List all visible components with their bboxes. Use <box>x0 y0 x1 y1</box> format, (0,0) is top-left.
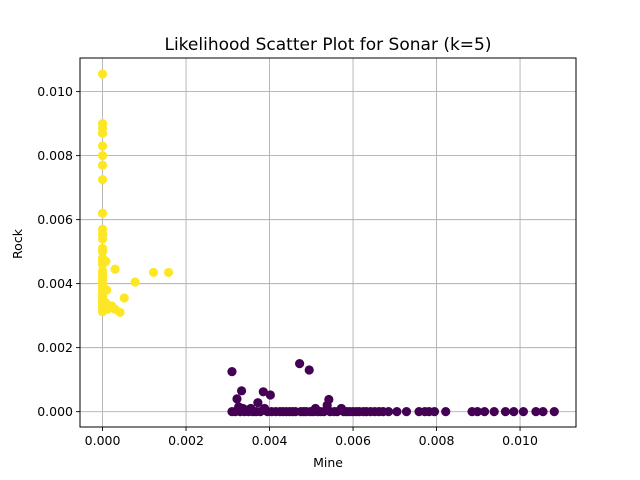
purple-point <box>392 407 402 417</box>
x-axis-label: Mine <box>313 455 343 470</box>
grid <box>80 58 576 427</box>
y-tick-label: 0.008 <box>37 148 73 163</box>
purple-point <box>479 407 490 417</box>
purple-point <box>472 407 483 417</box>
chart-title: Likelihood Scatter Plot for Sonar (k=5) <box>164 35 491 55</box>
yellow-point <box>101 256 111 266</box>
yellow-point <box>97 234 108 244</box>
purple-point <box>265 390 275 400</box>
yellow-point <box>102 285 112 295</box>
purple-point <box>253 398 263 408</box>
y-tick-label: 0.004 <box>37 276 73 291</box>
x-tick-label: 0.008 <box>419 433 455 448</box>
yellow-point <box>97 151 108 161</box>
purple-point <box>401 407 412 417</box>
yellow-point <box>119 293 129 303</box>
yellow-point <box>130 277 140 287</box>
yellow-point <box>97 141 108 151</box>
y-axis-ticks: 0.000 0.002 0.004 0.006 0.008 0.010 <box>37 84 80 419</box>
yellow-point <box>115 307 125 318</box>
purple-point <box>295 359 305 369</box>
x-tick-label: 0.006 <box>335 433 371 448</box>
purple-point <box>232 394 242 404</box>
yellow-point <box>97 208 108 218</box>
y-tick-label: 0.010 <box>37 84 73 99</box>
yellow-point <box>110 264 120 274</box>
purple-point <box>538 407 548 417</box>
yellow-point <box>148 267 159 278</box>
y-tick-label: 0.006 <box>37 212 73 227</box>
purple-point <box>324 394 334 405</box>
yellow-point <box>97 128 108 138</box>
purple-point <box>500 407 511 417</box>
purple-point <box>304 365 314 375</box>
yellow-point <box>97 69 108 79</box>
x-tick-label: 0.004 <box>252 433 288 448</box>
x-tick-label: 0.002 <box>168 433 204 448</box>
purple-point <box>489 407 499 417</box>
purple-point <box>236 386 247 396</box>
data-points <box>97 69 559 417</box>
purple-point <box>441 407 451 417</box>
yellow-point <box>97 160 108 170</box>
purple-point <box>258 387 268 397</box>
purple-point <box>531 407 541 417</box>
purple-point <box>509 407 519 417</box>
purple-point <box>549 407 559 417</box>
y-tick-label: 0.002 <box>37 340 73 355</box>
yellow-point <box>163 267 174 278</box>
x-tick-label: 0.000 <box>85 433 121 448</box>
x-axis-ticks: 0.000 0.002 0.004 0.006 0.008 0.010 <box>85 427 538 448</box>
purple-point <box>383 407 394 417</box>
yellow-point <box>97 175 108 185</box>
purple-point <box>227 367 237 377</box>
y-tick-label: 0.000 <box>37 404 73 419</box>
purple-point <box>518 407 528 417</box>
yellow-point <box>97 247 108 257</box>
plot-frame <box>79 57 577 428</box>
x-tick-label: 0.010 <box>502 433 538 448</box>
purple-point <box>429 407 440 417</box>
y-axis-label: Rock <box>10 228 25 259</box>
